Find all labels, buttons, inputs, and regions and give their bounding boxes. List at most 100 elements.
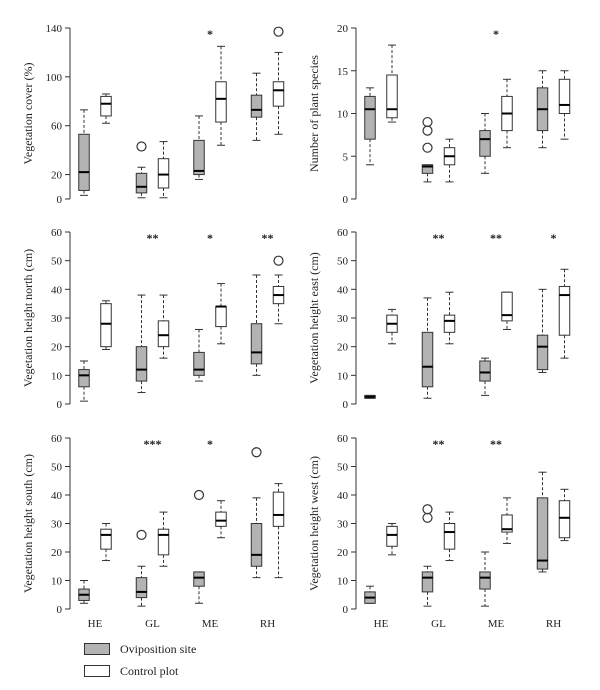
outlier-point xyxy=(136,141,147,152)
y-tick-label: 0 xyxy=(343,194,349,206)
iqr-box xyxy=(272,81,285,107)
box-control-me xyxy=(501,78,513,149)
iqr-box xyxy=(421,331,434,388)
outlier-point xyxy=(422,142,433,153)
outlier-point xyxy=(422,116,433,128)
outlier-point xyxy=(273,26,284,37)
x-category-label: ME xyxy=(488,618,505,630)
box-oviposition-he xyxy=(364,394,376,399)
y-tick-label: 50 xyxy=(337,256,349,268)
iqr-box xyxy=(536,334,549,371)
legend-swatch-oviposition xyxy=(84,643,110,655)
iqr-box xyxy=(135,577,148,599)
y-tick-label: 10 xyxy=(51,576,63,588)
y-tick-label: 0 xyxy=(343,604,349,616)
box-control-me xyxy=(215,500,227,539)
y-tick-label: 30 xyxy=(337,313,349,325)
y-tick-label: 0 xyxy=(57,194,63,206)
significance-marker: ** xyxy=(433,231,445,245)
iqr-box xyxy=(558,500,571,539)
box-control-gl xyxy=(443,511,456,562)
iqr-box xyxy=(100,95,112,117)
iqr-box xyxy=(215,511,227,527)
box-oviposition-gl xyxy=(421,297,434,399)
significance-marker: * xyxy=(493,27,499,41)
box-oviposition-gl xyxy=(421,504,434,607)
box-control-he xyxy=(100,300,112,351)
y-axis-label: Vegetation height north (cm) xyxy=(21,249,35,387)
iqr-box xyxy=(135,172,148,194)
y-tick-label: 20 xyxy=(337,547,349,559)
iqr-box xyxy=(364,95,376,140)
iqr-box xyxy=(443,523,456,550)
box-oviposition-gl xyxy=(135,529,148,607)
y-tick-label: 20 xyxy=(51,170,63,182)
y-tick-label: 40 xyxy=(337,284,349,296)
box-control-rh xyxy=(558,488,571,542)
y-axis-label: Vegetation height south (cm) xyxy=(21,454,35,593)
box-oviposition-gl xyxy=(135,294,148,394)
box-control-me xyxy=(501,497,513,544)
x-category-label: RH xyxy=(260,618,275,630)
y-tick-label: 5 xyxy=(343,151,349,163)
box-oviposition-rh xyxy=(250,274,263,376)
outlier-point xyxy=(193,489,205,501)
outlier-point xyxy=(136,529,147,541)
outlier-point xyxy=(422,125,433,136)
panel-5: 0 10 20 30 40 50 60 Vegetation height south (cm… xyxy=(21,433,285,630)
box-control-me xyxy=(215,45,227,146)
iqr-box xyxy=(421,164,434,174)
box-oviposition-he xyxy=(78,360,90,402)
y-tick-label: 60 xyxy=(337,433,349,445)
iqr-box xyxy=(157,528,170,556)
box-control-he xyxy=(386,44,398,123)
y-tick-label: 40 xyxy=(51,490,63,502)
y-tick-label: 10 xyxy=(337,576,349,588)
box-control-gl xyxy=(157,294,170,359)
y-tick-label: 20 xyxy=(51,342,63,354)
iqr-box xyxy=(193,139,205,176)
significance-marker: ** xyxy=(490,437,502,451)
significance-marker: ** xyxy=(490,231,502,245)
iqr-box xyxy=(250,94,263,118)
box-control-he xyxy=(386,308,398,345)
iqr-box xyxy=(215,306,227,328)
iqr-box xyxy=(536,497,549,570)
y-tick-label: 60 xyxy=(337,227,349,239)
box-oviposition-me xyxy=(479,113,491,174)
y-tick-label: 10 xyxy=(337,109,349,121)
iqr-box xyxy=(443,314,456,333)
y-tick-label: 40 xyxy=(337,490,349,502)
significance-marker: ** xyxy=(433,437,445,451)
legend-item-oviposition: Oviposition site xyxy=(84,640,384,658)
iqr-box xyxy=(558,78,571,115)
y-tick-label: 50 xyxy=(51,462,63,474)
box-control-gl xyxy=(157,141,170,199)
box-oviposition-rh xyxy=(250,72,263,141)
box-oviposition-he xyxy=(364,87,376,166)
iqr-box xyxy=(193,571,205,587)
y-tick-label: 60 xyxy=(51,121,63,133)
panel-2: 0 5 10 15 20 Number of plant species * xyxy=(307,23,571,206)
outlier-point xyxy=(251,447,262,458)
significance-marker: * xyxy=(207,437,213,451)
panel-1: 0 20 60 100 140 Vegetation cover (%) * xyxy=(21,23,285,206)
y-axis-label: Vegetation height east (cm) xyxy=(307,252,321,384)
iqr-box xyxy=(157,320,170,348)
box-oviposition-he xyxy=(78,580,90,604)
outlier-point xyxy=(422,504,433,515)
box-oviposition-me xyxy=(193,328,205,382)
y-tick-label: 30 xyxy=(337,519,349,531)
box-oviposition-me xyxy=(193,115,205,180)
box-control-rh xyxy=(558,268,571,359)
box-control-he xyxy=(100,523,112,562)
x-category-label: HE xyxy=(374,618,389,630)
box-control-me xyxy=(215,283,227,345)
iqr-box xyxy=(215,81,227,123)
significance-marker: * xyxy=(207,231,213,245)
box-oviposition-rh xyxy=(536,471,549,573)
iqr-box xyxy=(501,514,513,533)
box-oviposition-rh xyxy=(250,447,263,579)
iqr-box xyxy=(421,571,434,593)
legend-label-control: Control plot xyxy=(120,663,179,678)
